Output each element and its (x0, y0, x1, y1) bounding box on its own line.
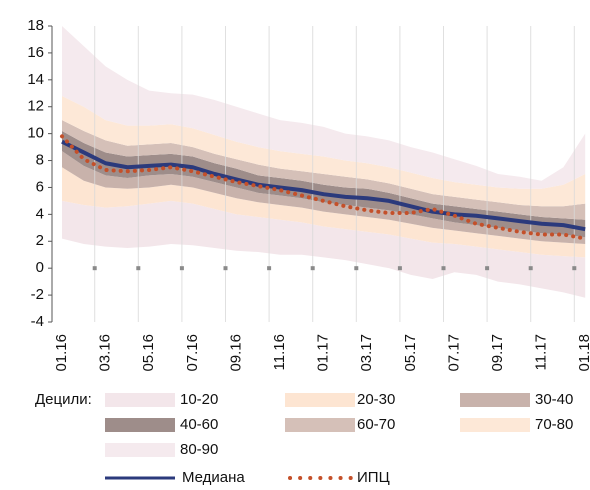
zero-marker (528, 266, 533, 271)
series-line (60, 134, 588, 241)
y-tick-label: 2 (36, 232, 44, 249)
legend-label: 70-80 (535, 416, 573, 433)
y-tick-label: -2 (31, 286, 44, 303)
zero-marker (485, 266, 490, 271)
y-tick-label: 14 (27, 71, 44, 88)
x-tick-label: 03.16 (97, 334, 114, 372)
decile-band (62, 200, 586, 298)
zero-marker (136, 266, 141, 271)
zero-marker (441, 266, 446, 271)
y-tick-label: 0 (36, 259, 44, 276)
legend-label: Медиана (182, 469, 245, 486)
x-tick-label: 11.16 (271, 334, 288, 370)
x-tick-label: 11.17 (533, 334, 550, 370)
legend-label: 80-90 (180, 441, 218, 458)
x-tick-label: 01.16 (53, 334, 70, 372)
x-tick-label: 05.17 (402, 334, 419, 372)
y-tick-label: 12 (27, 98, 44, 115)
decile-band (62, 95, 586, 207)
zero-marker (354, 266, 359, 271)
y-tick-label: 6 (36, 178, 44, 195)
y-tick-label: 4 (36, 205, 44, 222)
zero-marker (223, 266, 228, 271)
decile-band (62, 26, 586, 189)
legend-swatch (105, 393, 175, 407)
y-tick-label: -4 (31, 313, 44, 330)
legend-label: 10-20 (180, 391, 218, 408)
legend-swatch (105, 443, 175, 457)
decile-band (62, 167, 586, 258)
y-tick-label: 16 (27, 44, 44, 61)
legend-label: 60-70 (357, 416, 395, 433)
x-tick-label: 01.17 (315, 334, 332, 372)
legend-swatch (460, 393, 530, 407)
x-tick-label: 07.16 (184, 334, 201, 372)
legend-label: 30-40 (535, 391, 573, 408)
legend-label: 40-60 (180, 416, 218, 433)
legend-swatch (460, 418, 530, 432)
x-tick-label: 07.17 (445, 334, 462, 372)
decile-band (62, 130, 586, 238)
y-tick-label: 18 (27, 17, 44, 34)
zero-marker (179, 266, 184, 271)
legend-swatch (285, 393, 355, 407)
zero-marker (572, 266, 577, 271)
decile-band (62, 151, 586, 244)
decile-band (62, 120, 586, 220)
x-tick-label: 03.17 (358, 334, 375, 372)
legend-swatch (105, 418, 175, 432)
legend-label: ИПЦ (357, 469, 390, 486)
y-tick-label: 8 (36, 152, 44, 169)
legend-title: Децили: (35, 391, 92, 408)
zero-marker (397, 266, 402, 271)
x-tick-label: 09.16 (227, 334, 244, 372)
zero-marker (92, 266, 97, 271)
x-tick-label: 01.18 (576, 334, 590, 372)
x-tick-label: 05.16 (140, 334, 157, 372)
zero-marker (310, 266, 315, 271)
series-line (61, 139, 586, 232)
legend-swatch (285, 418, 355, 432)
legend-label: 20-30 (357, 391, 395, 408)
zero-marker (267, 266, 272, 271)
x-tick-label: 09.17 (489, 334, 506, 372)
y-tick-label: 10 (27, 125, 44, 142)
